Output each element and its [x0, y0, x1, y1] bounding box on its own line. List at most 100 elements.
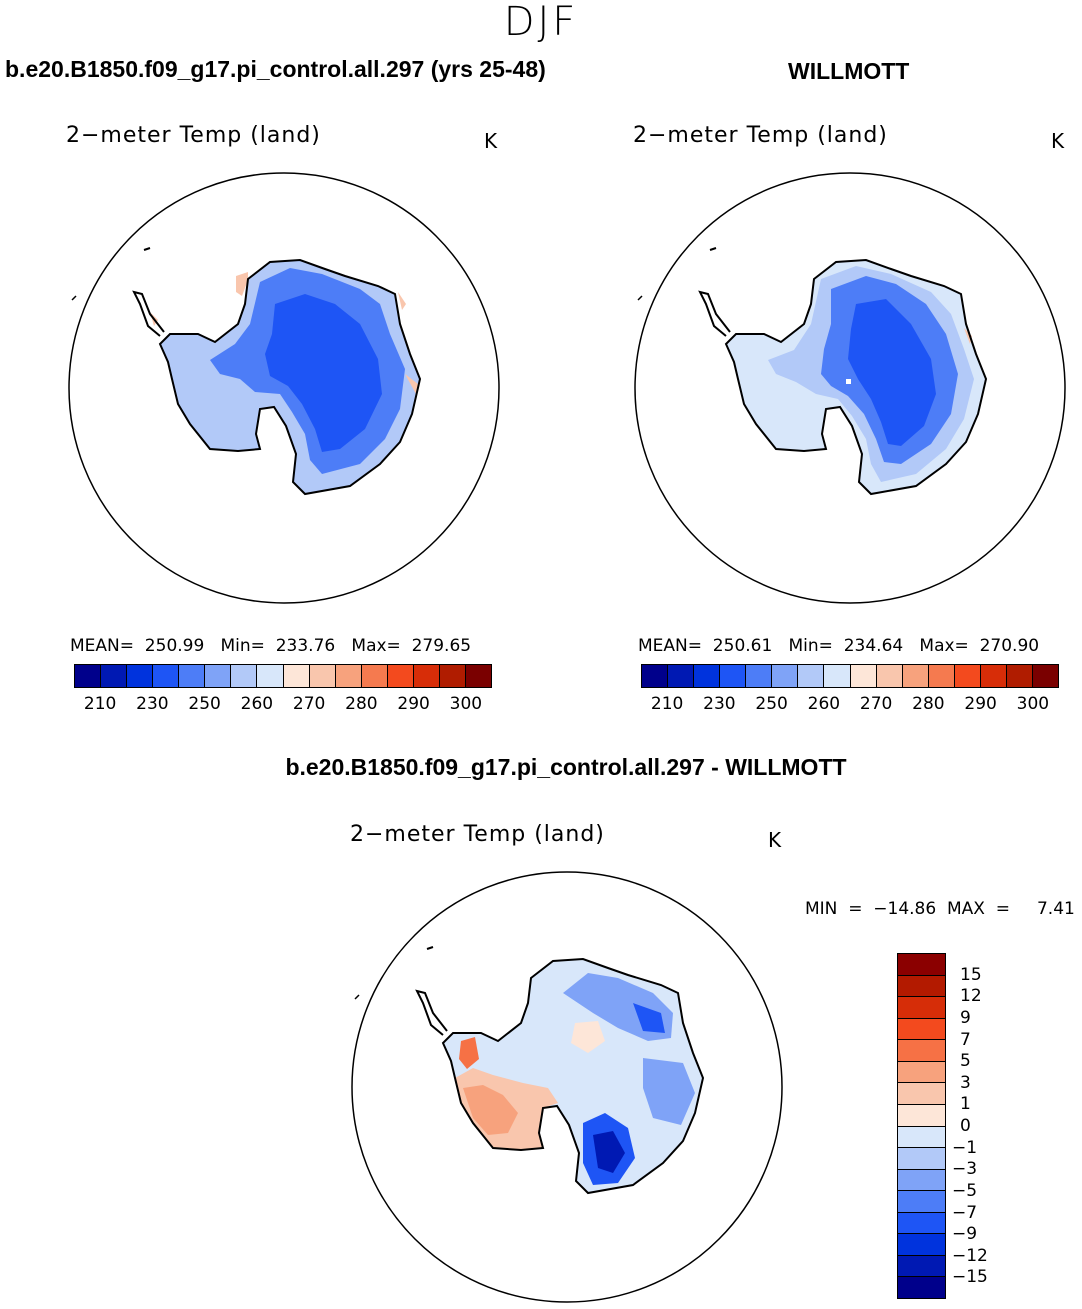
panel-2-colorbar-segment	[824, 665, 851, 687]
panel-2-colorbar-tick-label: 300	[1016, 694, 1050, 714]
diff-colorbar-segment	[898, 1126, 945, 1149]
panel-1-colorbar	[74, 664, 492, 688]
panel-1-colorbar-segment	[361, 665, 388, 687]
diff-colorbar-tick-label: −15	[952, 1267, 988, 1288]
panel-2-colorbar-segment	[798, 665, 825, 687]
panel-2-colorbar-segment	[980, 665, 1007, 687]
panel-2-colorbar-segment	[720, 665, 747, 687]
diff-colorbar-tick-label: −12	[952, 1245, 988, 1266]
diff-colorbar-tick-label: −1	[952, 1137, 978, 1158]
panel-1-colorbar-segment	[231, 665, 258, 687]
diff-colorbar-segment	[898, 975, 945, 998]
diff-colorbar-ticks: 15 12 9 7 5 3 1 0 −1 −3 −5 −7 −9 −12 −15	[952, 953, 1012, 1299]
panel-2-colorbar-segment	[902, 665, 929, 687]
panel-1-colorbar-tick-label: 300	[449, 694, 483, 714]
panel-2-colorbar	[641, 664, 1059, 688]
panel-2-colorbar-tick-label: 260	[807, 694, 841, 714]
panel-1-colorbar-tick-label: 230	[136, 694, 169, 714]
panel-2-stats: MEAN= 250.61 Min= 234.64 Max= 270.90	[638, 636, 1040, 656]
panel-2-colorbar-segment	[668, 665, 695, 687]
panel-2-units: K	[1051, 129, 1065, 153]
panel-2-antarctica	[637, 247, 988, 496]
diff-colorbar-segment	[898, 1191, 945, 1213]
panel-1-colorbar-segment	[413, 665, 440, 687]
panel-1-colorbar-tick-label: 250	[188, 694, 221, 714]
panel-1-antarctica	[71, 247, 422, 496]
diff-colorbar-tick-label: −3	[952, 1159, 978, 1180]
diff-colorbar-tick-label: 1	[960, 1094, 971, 1115]
panel-2-colorbar-segment	[954, 665, 981, 687]
diff-colorbar-segment	[898, 1169, 945, 1192]
diff-colorbar-segment	[898, 1212, 945, 1235]
panel-1-colorbar-segment	[257, 665, 284, 687]
diff-colorbar-segment	[898, 1104, 945, 1127]
panel-1-case-title: b.e20.B1850.f09_g17.pi_control.all.297 (…	[5, 56, 546, 82]
panel-2-colorbar-tick-label: 290	[964, 694, 997, 714]
diff-colorbar-tick-label: 3	[960, 1072, 971, 1093]
panel-1-polar-map	[68, 172, 500, 604]
panel-2-colorbar-tick-label: 280	[912, 694, 945, 714]
panel-1-colorbar-segment	[153, 665, 180, 687]
season-title: DJF	[503, 0, 579, 45]
diff-polar-map	[351, 871, 783, 1303]
panel-1-colorbar-tick-label: 260	[240, 694, 274, 714]
panel-1-colorbar-tick-label: 210	[83, 694, 117, 714]
diff-colorbar-segment	[898, 997, 945, 1019]
panel-2-colorbar-tick-label: 210	[650, 694, 684, 714]
panel-1-colorbar-segment	[127, 665, 154, 687]
panel-2-colorbar-segment	[642, 665, 669, 687]
diff-minmax: MIN = −14.86 MAX = 7.41	[805, 899, 1075, 919]
panel-2-colorbar-segment	[694, 665, 721, 687]
panel-1-colorbar-segment	[179, 665, 206, 687]
panel-2-colorbar-segment	[1006, 665, 1033, 687]
panel-2-colorbar-tick-label: 230	[703, 694, 736, 714]
panel-2-colorbar-ticks: 210 230 250 260 270 280 290 300	[641, 694, 1059, 716]
diff-colorbar	[897, 953, 946, 1299]
diff-colorbar-segment	[898, 1255, 945, 1278]
diff-colorbar-segment	[898, 954, 945, 976]
panel-1-colorbar-segment	[335, 665, 362, 687]
diff-colorbar-tick-label: 12	[960, 986, 982, 1007]
diff-colorbar-tick-label: −5	[952, 1180, 978, 1201]
panel-1-colorbar-ticks: 210 230 250 260 270 280 290 300	[74, 694, 492, 716]
diff-colorbar-segment	[898, 1277, 945, 1298]
panel-2-variable-title: 2−meter Temp (land)	[633, 123, 888, 148]
diff-units: K	[768, 828, 782, 852]
diff-colorbar-segment	[898, 1018, 945, 1041]
panel-1-colorbar-tick-label: 270	[292, 694, 326, 714]
panel-1-stats: MEAN= 250.99 Min= 233.76 Max= 279.65	[70, 636, 472, 656]
panel-2-polar-map	[634, 172, 1066, 604]
diff-colorbar-tick-label: 0	[960, 1116, 971, 1136]
panel-2-case-title: WILLMOTT	[788, 58, 910, 84]
panel-1-colorbar-segment	[465, 665, 491, 687]
panel-1-colorbar-segment	[309, 665, 336, 687]
panel-1-colorbar-segment	[101, 665, 128, 687]
panel-2-colorbar-segment	[1032, 665, 1058, 687]
panel-2-colorbar-tick-label: 250	[755, 694, 788, 714]
diff-colorbar-tick-label: 5	[960, 1051, 971, 1072]
panel-2-colorbar-tick-label: 270	[859, 694, 893, 714]
diff-colorbar-segment	[898, 1083, 945, 1105]
panel-2-colorbar-segment	[928, 665, 955, 687]
panel-2-colorbar-segment	[746, 665, 773, 687]
panel-1-colorbar-tick-label: 290	[397, 694, 430, 714]
panel-1-colorbar-segment	[75, 665, 102, 687]
diff-colorbar-tick-label: 7	[960, 1029, 971, 1050]
panel-1-colorbar-segment	[439, 665, 466, 687]
diff-colorbar-segment	[898, 1234, 945, 1256]
diff-variable-title: 2−meter Temp (land)	[350, 822, 605, 847]
panel-2-colorbar-segment	[876, 665, 903, 687]
panel-1-colorbar-segment	[387, 665, 414, 687]
panel-1-colorbar-segment	[283, 665, 310, 687]
diff-colorbar-tick-label: −7	[952, 1202, 978, 1223]
diff-colorbar-segment	[898, 1148, 945, 1170]
diff-colorbar-tick-label: 9	[960, 1007, 971, 1028]
panel-1-units: K	[484, 129, 498, 153]
panel-2-colorbar-segment	[772, 665, 799, 687]
panel-1-variable-title: 2−meter Temp (land)	[66, 123, 321, 148]
diff-colorbar-tick-label: −9	[952, 1224, 978, 1245]
panel-1-colorbar-segment	[205, 665, 232, 687]
diff-colorbar-segment	[898, 1061, 945, 1084]
diff-colorbar-segment	[898, 1040, 945, 1062]
panel-2-colorbar-segment	[850, 665, 877, 687]
